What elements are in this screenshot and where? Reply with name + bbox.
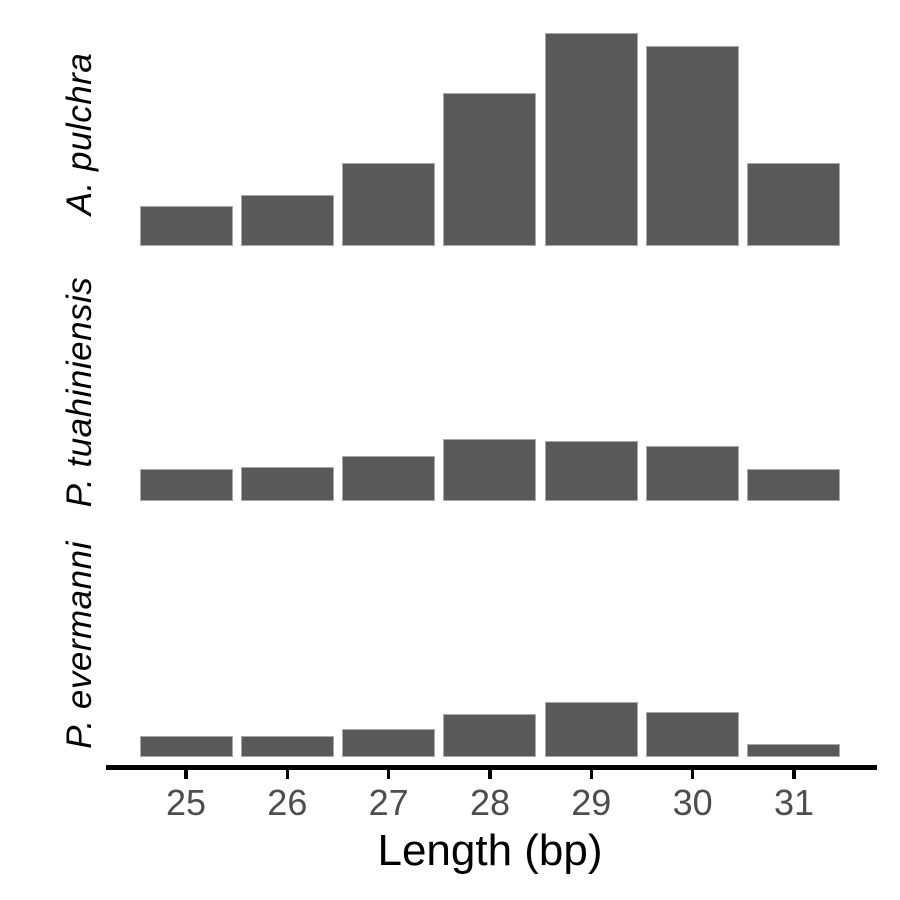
x-tick-28 (488, 769, 492, 779)
bar-a-pulchra-27 (342, 162, 436, 246)
x-tick-label-31: 31 (773, 782, 814, 823)
bar-p-evermanni-25 (139, 735, 233, 757)
bar-a-pulchra-25 (139, 205, 233, 246)
bar-p-tuahiniensis-31 (747, 469, 841, 501)
bar-p-evermanni-27 (342, 729, 436, 757)
bar-p-evermanni-30 (646, 712, 740, 757)
x-tick-label-27: 27 (368, 782, 409, 823)
x-tick-31 (792, 769, 796, 779)
bar-p-tuahiniensis-29 (544, 441, 638, 501)
x-tick-30 (690, 769, 695, 779)
bar-p-evermanni-31 (747, 744, 841, 757)
bar-p-tuahiniensis-26 (240, 466, 334, 501)
x-tick-26 (285, 769, 290, 779)
x-tick-label-30: 30 (672, 782, 713, 823)
facet-label-p-tuahiniensis: P. tuahiniensis (60, 276, 99, 508)
bar-p-tuahiniensis-25 (139, 469, 233, 501)
bar-a-pulchra-26 (240, 194, 334, 246)
x-tick-label-28: 28 (469, 782, 511, 823)
x-tick-label-29: 29 (571, 782, 612, 823)
facet-label-a-pulchra: A. pulchra (60, 52, 99, 216)
x-tick-29 (589, 769, 594, 779)
bar-a-pulchra-29 (544, 33, 638, 246)
x-axis-line (106, 765, 877, 770)
bar-p-tuahiniensis-30 (646, 445, 740, 501)
facet-label-p-evermanni: P. evermanni (60, 541, 99, 749)
x-axis-title: Length (bp) (377, 826, 603, 875)
x-tick-27 (386, 769, 391, 779)
bar-p-evermanni-26 (240, 735, 334, 757)
x-tick-label-25: 25 (165, 782, 207, 823)
x-tick-label-26: 26 (267, 782, 308, 823)
bar-a-pulchra-31 (747, 162, 841, 246)
bar-p-tuahiniensis-27 (342, 456, 436, 501)
bar-a-pulchra-28 (443, 92, 537, 246)
bar-p-tuahiniensis-28 (443, 439, 537, 501)
bar-p-evermanni-29 (544, 701, 638, 757)
bar-a-pulchra-30 (646, 45, 740, 246)
x-tick-25 (184, 769, 188, 779)
bar-p-evermanni-28 (443, 714, 537, 757)
